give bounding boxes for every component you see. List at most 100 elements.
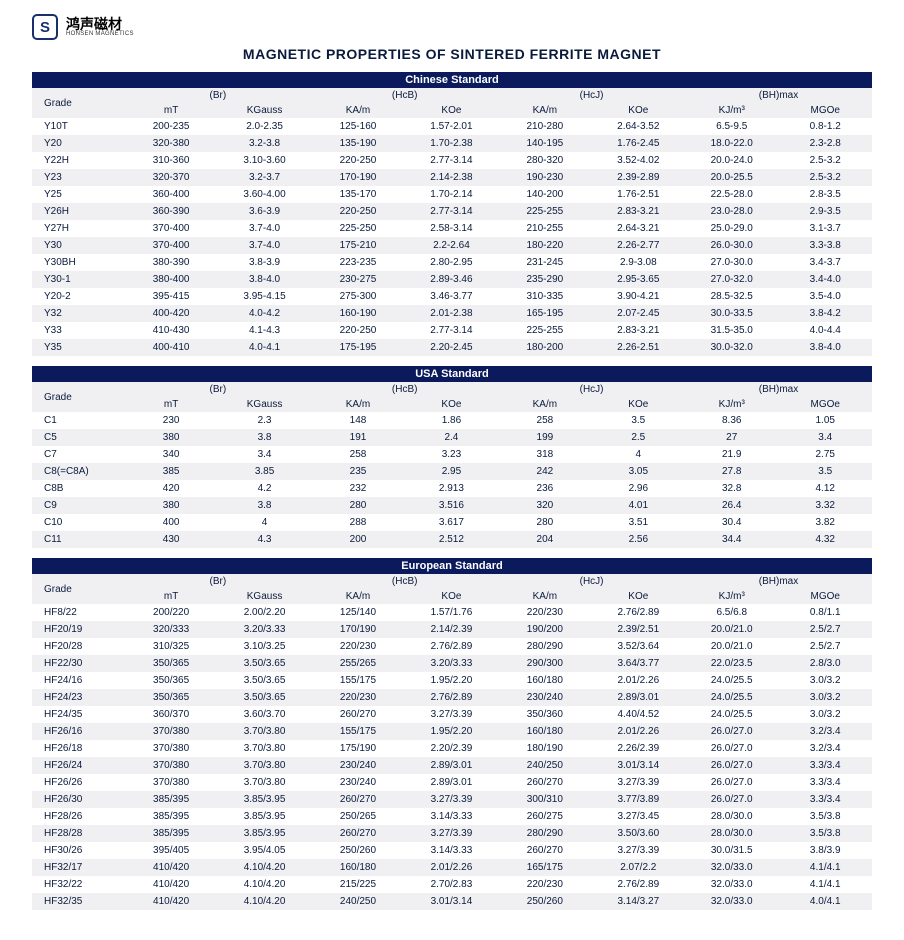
data-cell: 3.50/3.60 xyxy=(592,825,685,842)
data-cell: 6.5-9.5 xyxy=(685,118,778,135)
data-cell: 3.4 xyxy=(778,429,872,446)
data-cell: 2.5/2.7 xyxy=(778,621,872,638)
data-cell: 3.52-4.02 xyxy=(592,152,685,169)
data-cell: 28.5-32.5 xyxy=(685,288,778,305)
table-row: Y35400-4104.0-4.1175-1952.20-2.45180-200… xyxy=(32,339,872,356)
table-row: C1040042883.6172803.5130.43.82 xyxy=(32,514,872,531)
data-cell: 4 xyxy=(592,446,685,463)
grade-cell: Y25 xyxy=(32,186,124,203)
grade-cell: Y10T xyxy=(32,118,124,135)
grade-cell: HF32/17 xyxy=(32,859,124,876)
table-row: Y30BH380-3903.8-3.9223-2352.80-2.95231-2… xyxy=(32,254,872,271)
data-cell: 2.14-2.38 xyxy=(405,169,498,186)
data-cell: 3.8-4.0 xyxy=(218,271,311,288)
data-cell: 4.40/4.52 xyxy=(592,706,685,723)
data-cell: 32.0/33.0 xyxy=(685,859,778,876)
data-cell: 4.32 xyxy=(778,531,872,548)
sub-header: KOe xyxy=(592,397,685,412)
data-cell: 28.0/30.0 xyxy=(685,808,778,825)
data-cell: 288 xyxy=(311,514,404,531)
data-cell: 3.4 xyxy=(218,446,311,463)
data-cell: 18.0-22.0 xyxy=(685,135,778,152)
data-cell: 2.5 xyxy=(592,429,685,446)
data-cell: 240/250 xyxy=(311,893,404,910)
table-row: C114304.32002.5122042.5634.44.32 xyxy=(32,531,872,548)
data-cell: 3.2/3.4 xyxy=(778,723,872,740)
data-cell: 231-245 xyxy=(498,254,591,271)
data-cell: 2.8/3.0 xyxy=(778,655,872,672)
table-row: Y22H310-3603.10-3.60220-2502.77-3.14280-… xyxy=(32,152,872,169)
table-row: C12302.31481.862583.58.361.05 xyxy=(32,412,872,429)
data-cell: 30.4 xyxy=(685,514,778,531)
data-cell: 2.76/2.89 xyxy=(592,876,685,893)
data-cell: 200-235 xyxy=(124,118,217,135)
data-cell: 318 xyxy=(498,446,591,463)
data-cell: 20.0/21.0 xyxy=(685,638,778,655)
data-cell: 220/230 xyxy=(311,638,404,655)
data-cell: 4.0-4.2 xyxy=(218,305,311,322)
data-cell: 360/370 xyxy=(124,706,217,723)
data-cell: 0.8/1.1 xyxy=(778,604,872,621)
data-cell: 2.01-2.38 xyxy=(405,305,498,322)
data-cell: 160-190 xyxy=(311,305,404,322)
data-cell: 2.01/2.26 xyxy=(592,723,685,740)
grade-cell: HF28/26 xyxy=(32,808,124,825)
group-header: (BH)max xyxy=(685,574,872,589)
data-cell: 175-195 xyxy=(311,339,404,356)
data-cell: 26.0/27.0 xyxy=(685,757,778,774)
data-cell: 3.3/3.4 xyxy=(778,774,872,791)
grade-cell: Y23 xyxy=(32,169,124,186)
grade-cell: HF26/30 xyxy=(32,791,124,808)
data-cell: 25.0-29.0 xyxy=(685,220,778,237)
data-cell: 1.57-2.01 xyxy=(405,118,498,135)
data-cell: 225-255 xyxy=(498,203,591,220)
data-cell: 395/405 xyxy=(124,842,217,859)
sub-header: KJ/m³ xyxy=(685,103,778,118)
data-cell: 3.0/3.2 xyxy=(778,706,872,723)
grade-cell: HF26/26 xyxy=(32,774,124,791)
data-cell: 26.0-30.0 xyxy=(685,237,778,254)
data-cell: 3.05 xyxy=(592,463,685,480)
data-table: Grade(Br)(HcB)(HcJ)(BH)maxmTKGaussKA/mKO… xyxy=(32,574,872,910)
data-cell: 160/180 xyxy=(498,672,591,689)
data-cell: 31.5-35.0 xyxy=(685,322,778,339)
data-cell: 3.0/3.2 xyxy=(778,672,872,689)
data-cell: 27 xyxy=(685,429,778,446)
data-cell: 140-195 xyxy=(498,135,591,152)
data-cell: 410/420 xyxy=(124,893,217,910)
data-cell: 3.52/3.64 xyxy=(592,638,685,655)
data-cell: 3.516 xyxy=(405,497,498,514)
grade-cell: HF30/26 xyxy=(32,842,124,859)
data-cell: 370/380 xyxy=(124,757,217,774)
sub-header: KGauss xyxy=(218,397,311,412)
data-cell: 250/260 xyxy=(498,893,591,910)
data-cell: 2.5-3.2 xyxy=(778,152,872,169)
data-cell: 3.70/3.80 xyxy=(218,774,311,791)
table-row: Y25360-4003.60-4.00135-1701.70-2.14140-2… xyxy=(32,186,872,203)
data-cell: 3.95/4.05 xyxy=(218,842,311,859)
data-cell: 155/175 xyxy=(311,672,404,689)
data-cell: 4.10/4.20 xyxy=(218,893,311,910)
grade-cell: C10 xyxy=(32,514,124,531)
grade-cell: HF32/22 xyxy=(32,876,124,893)
table-row: Y20320-3803.2-3.8135-1901.70-2.38140-195… xyxy=(32,135,872,152)
data-cell: 2.07/2.2 xyxy=(592,859,685,876)
data-cell: 370-400 xyxy=(124,220,217,237)
table-row: C8(=C8A)3853.852352.952423.0527.83.5 xyxy=(32,463,872,480)
grade-header: Grade xyxy=(32,382,124,412)
data-cell: 4.10/4.20 xyxy=(218,876,311,893)
grade-cell: C8B xyxy=(32,480,124,497)
data-cell: 1.76-2.45 xyxy=(592,135,685,152)
data-cell: 230-275 xyxy=(311,271,404,288)
data-cell: 3.70/3.80 xyxy=(218,723,311,740)
data-cell: 370/380 xyxy=(124,723,217,740)
data-cell: 2.5/2.7 xyxy=(778,638,872,655)
data-cell: 220-250 xyxy=(311,203,404,220)
sub-header: mT xyxy=(124,103,217,118)
data-cell: 3.5/3.8 xyxy=(778,808,872,825)
data-cell: 3.2-3.8 xyxy=(218,135,311,152)
section-title: USA Standard xyxy=(32,366,872,382)
data-cell: 3.77/3.89 xyxy=(592,791,685,808)
data-cell: 30.0-33.5 xyxy=(685,305,778,322)
data-cell: 360-390 xyxy=(124,203,217,220)
